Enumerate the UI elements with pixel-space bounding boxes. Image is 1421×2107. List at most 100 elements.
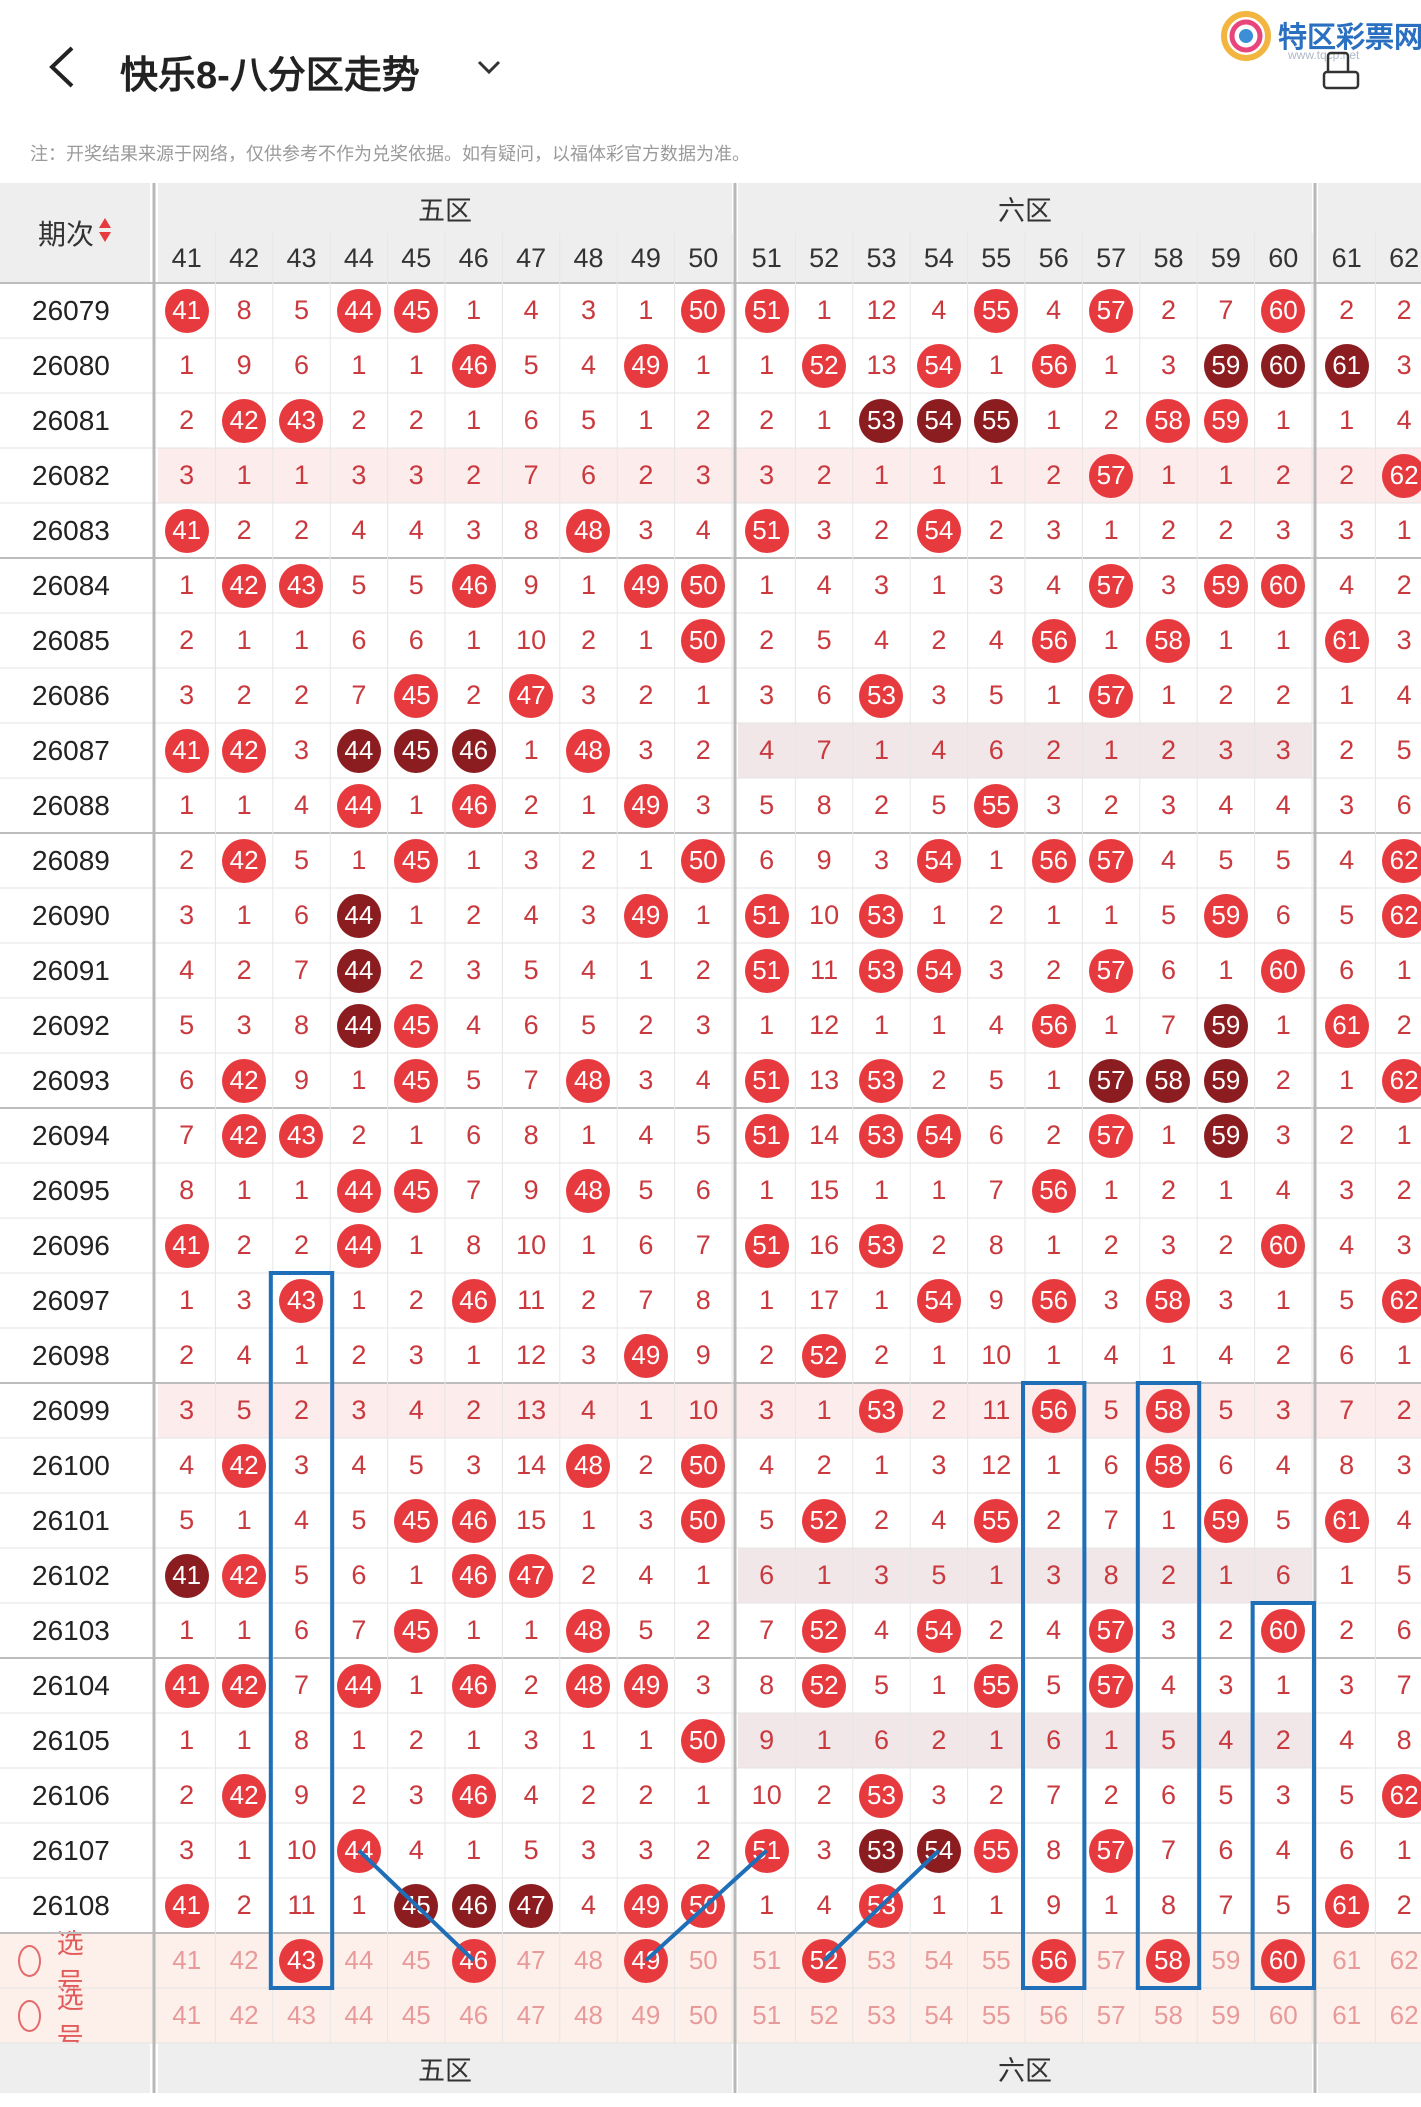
back-arrow-icon[interactable] bbox=[42, 42, 82, 92]
table-cell: 2 bbox=[1275, 1065, 1291, 1095]
table-cell: 6 bbox=[1339, 1340, 1355, 1370]
select-number[interactable]: 58 bbox=[1140, 1933, 1197, 1988]
picked-number-ball[interactable]: 60 bbox=[1261, 1938, 1306, 1983]
table-cell: 1 bbox=[408, 1670, 424, 1700]
select-number[interactable]: 46 bbox=[445, 1933, 502, 1988]
table-cell: 1 bbox=[638, 295, 654, 325]
column-header: 55 bbox=[967, 233, 1025, 283]
select-number[interactable]: 59 bbox=[1211, 2000, 1241, 2030]
table-cell: 4 bbox=[931, 735, 947, 765]
select-number[interactable]: 42 bbox=[229, 1945, 259, 1975]
select-number[interactable]: 45 bbox=[401, 2000, 431, 2030]
select-number[interactable]: 61 bbox=[1332, 1945, 1362, 1975]
table-cell: 1 bbox=[580, 570, 596, 600]
table-cell: 53 bbox=[853, 1878, 910, 1933]
select-number[interactable]: 56 bbox=[1039, 2000, 1069, 2030]
table-cell: 1 bbox=[759, 1890, 775, 1920]
select-number[interactable]: 50 bbox=[688, 2000, 718, 2030]
radio-icon[interactable] bbox=[18, 1999, 41, 2032]
select-number[interactable]: 45 bbox=[401, 1945, 431, 1975]
select-number[interactable]: 41 bbox=[172, 2000, 202, 2030]
select-number[interactable]: 51 bbox=[752, 1945, 782, 1975]
select-row-toggle[interactable]: 选号 bbox=[18, 1984, 93, 2053]
select-number[interactable]: 57 bbox=[1096, 2000, 1126, 2030]
select-number[interactable]: 62 bbox=[1389, 2000, 1419, 2030]
table-cell: 3 bbox=[580, 900, 596, 930]
table-cell: 2 bbox=[1339, 1615, 1355, 1645]
select-number[interactable]: 48 bbox=[574, 1945, 603, 1975]
select-number[interactable]: 52 bbox=[795, 1933, 852, 1988]
select-number[interactable]: 61 bbox=[1332, 2000, 1362, 2030]
table-cell: 1 bbox=[638, 625, 654, 655]
table-cell: 6 bbox=[1218, 1450, 1234, 1480]
table-cell: 3 bbox=[1103, 1285, 1119, 1315]
select-number[interactable]: 42 bbox=[229, 2000, 259, 2030]
table-cell: 3 bbox=[695, 1670, 711, 1700]
table-cell: 4 bbox=[179, 1450, 195, 1480]
period-cell: 26093 bbox=[32, 1064, 110, 1096]
select-number[interactable]: 54 bbox=[924, 1945, 954, 1975]
table-cell: 2 bbox=[236, 1230, 252, 1260]
select-number[interactable]: 59 bbox=[1211, 1945, 1241, 1975]
drawn-number-ball: 47 bbox=[509, 1883, 554, 1928]
select-number[interactable]: 55 bbox=[981, 2000, 1011, 2030]
table-cell: 1 bbox=[1275, 1010, 1291, 1040]
drawn-number-ball: 46 bbox=[451, 343, 496, 388]
select-number[interactable]: 51 bbox=[752, 2000, 782, 2030]
table-cell: 1 bbox=[293, 1175, 309, 1205]
select-number[interactable]: 48 bbox=[574, 2000, 603, 2030]
select-number[interactable]: 44 bbox=[344, 1945, 374, 1975]
picked-number-ball[interactable]: 43 bbox=[279, 1938, 324, 1983]
select-number[interactable]: 44 bbox=[344, 2000, 374, 2030]
picked-number-ball[interactable]: 46 bbox=[451, 1938, 496, 1983]
select-number[interactable]: 52 bbox=[809, 2000, 839, 2030]
picked-number-ball[interactable]: 52 bbox=[802, 1938, 847, 1983]
select-number[interactable]: 53 bbox=[867, 1945, 896, 1975]
select-number[interactable]: 56 bbox=[1025, 1933, 1082, 1988]
table-cell: 55 bbox=[968, 1658, 1025, 1713]
select-number[interactable]: 53 bbox=[867, 2000, 896, 2030]
select-number[interactable]: 47 bbox=[516, 2000, 546, 2030]
radio-icon[interactable] bbox=[18, 1944, 41, 1977]
chevron-down-icon[interactable] bbox=[474, 52, 504, 82]
table-cell: 5 bbox=[580, 1010, 596, 1040]
picked-number-ball[interactable]: 56 bbox=[1031, 1938, 1076, 1983]
table-cell: 1 bbox=[1218, 1560, 1234, 1590]
drawn-number-ball: 51 bbox=[744, 288, 789, 333]
select-number[interactable]: 43 bbox=[273, 1933, 330, 1988]
select-number[interactable]: 43 bbox=[287, 2000, 316, 2030]
device-rotate-icon[interactable] bbox=[1322, 50, 1362, 92]
table-cell: 48 bbox=[560, 1658, 617, 1713]
drawn-number-ball: 53 bbox=[859, 1773, 904, 1818]
select-number[interactable]: 58 bbox=[1154, 2000, 1183, 2030]
table-cell: 45 bbox=[388, 668, 445, 723]
drawn-number-ball: 54 bbox=[916, 508, 961, 553]
select-number[interactable]: 47 bbox=[516, 1945, 546, 1975]
table-cell: 5 bbox=[523, 350, 539, 380]
select-number[interactable]: 49 bbox=[617, 1933, 674, 1988]
select-number[interactable]: 57 bbox=[1096, 1945, 1126, 1975]
select-number[interactable]: 55 bbox=[981, 1945, 1011, 1975]
period-cell: 26107 bbox=[32, 1834, 110, 1866]
period-cell: 26091 bbox=[32, 954, 110, 986]
period-cell: 26095 bbox=[32, 1174, 110, 1206]
select-number[interactable]: 60 bbox=[1255, 1933, 1312, 1988]
select-number[interactable]: 50 bbox=[688, 1945, 718, 1975]
table-cell: 59 bbox=[1197, 998, 1254, 1053]
sort-icon[interactable] bbox=[98, 217, 112, 250]
select-number[interactable]: 60 bbox=[1268, 2000, 1298, 2030]
table-cell: 5 bbox=[466, 1065, 482, 1095]
table-cell: 42 bbox=[215, 1658, 272, 1713]
select-number[interactable]: 62 bbox=[1389, 1945, 1419, 1975]
period-column-header[interactable]: 期次 bbox=[0, 183, 150, 283]
column-header: 46 bbox=[445, 233, 503, 283]
table-cell: 1 bbox=[1339, 1560, 1355, 1590]
picked-number-ball[interactable]: 58 bbox=[1146, 1938, 1191, 1983]
drawn-number-ball: 57 bbox=[1089, 838, 1134, 883]
drawn-number-ball: 59 bbox=[1203, 1498, 1248, 1543]
select-number[interactable]: 54 bbox=[924, 2000, 954, 2030]
select-number[interactable]: 41 bbox=[172, 1945, 202, 1975]
select-number[interactable]: 46 bbox=[459, 2000, 489, 2030]
picked-number-ball[interactable]: 49 bbox=[623, 1938, 668, 1983]
select-number[interactable]: 49 bbox=[631, 2000, 661, 2030]
